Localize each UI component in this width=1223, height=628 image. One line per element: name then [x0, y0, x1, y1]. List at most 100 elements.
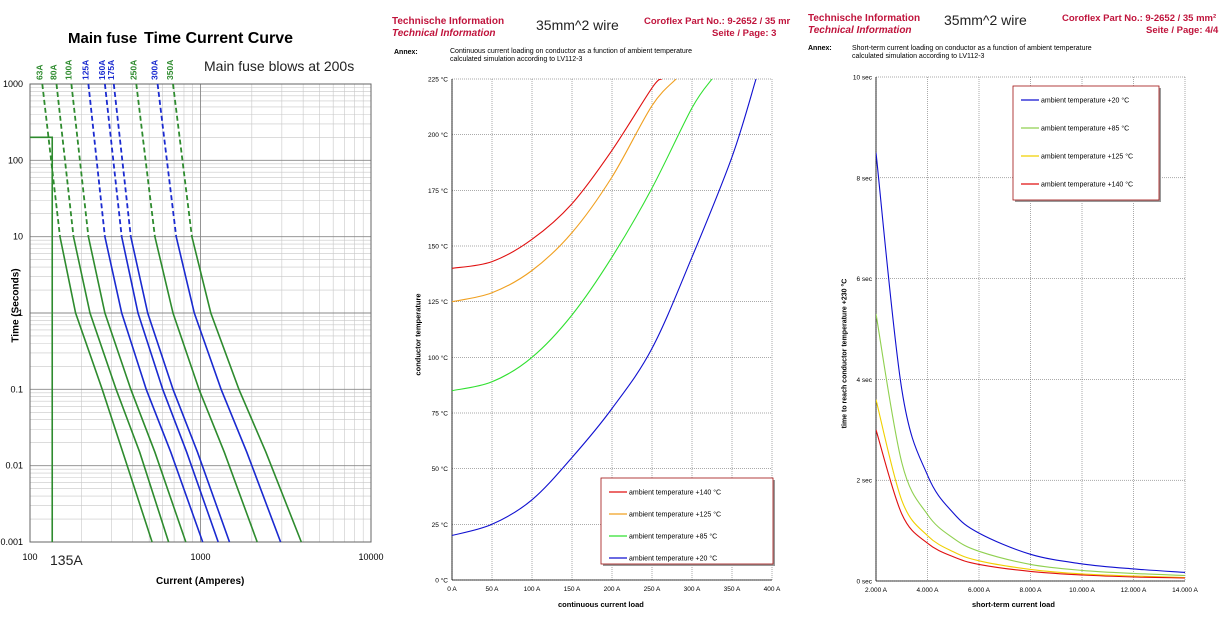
y-tick-label: 0.1	[10, 384, 23, 394]
fuse-curve-125A	[104, 236, 204, 543]
fuse-curve-dashed-125A	[87, 83, 106, 237]
fuse-curve-dashed-63A	[41, 83, 61, 237]
fuse-curve-300A	[175, 236, 282, 543]
series-line	[876, 152, 1185, 573]
plot-frame	[29, 83, 372, 543]
part-number: Coroflex Part No.: 9-2652 / 35 mr	[644, 16, 791, 27]
fuse-135a-note: 135A	[50, 552, 83, 568]
fuse-curve-dashed-160A	[104, 83, 123, 237]
continuous-load-plot: 0 A 50 A 100 A 150 A 200 A 250 A 300 A 350 A 400…	[428, 76, 781, 594]
y-tick-label: 1000	[3, 79, 23, 89]
y-tick-label: 100	[8, 155, 23, 165]
x-tick-label: 150 A	[564, 586, 581, 593]
fuse-curve-175A	[130, 236, 231, 543]
y-tick-label: 50 °C	[432, 465, 449, 473]
x-tick-label: 50 A	[485, 586, 499, 593]
y-tick-label: 6 sec	[856, 276, 872, 283]
fuse-rating-label: 80A	[49, 64, 59, 80]
fuse-curve-dashed-175A	[112, 83, 132, 237]
series-line	[452, 79, 713, 392]
fuse-rating-label: 350A	[165, 60, 175, 80]
y-tick-label: 175 °C	[428, 187, 448, 195]
fuse-rating-label: 175A	[106, 60, 116, 80]
fuse-chart-panel: Main fuse Time Current Curve Main fuse b…	[0, 0, 388, 628]
series-line	[452, 79, 662, 269]
y-tick-label: 75 °C	[432, 410, 449, 418]
legend-label: ambient temperature +85 °C	[1041, 125, 1129, 133]
y-tick-label: 0.01	[5, 461, 23, 471]
y-tick-label: 150 °C	[428, 243, 448, 251]
y-tick-label: 0 sec	[856, 579, 872, 586]
legend-label: ambient temperature +140 °C	[629, 489, 721, 497]
x-tick-label: 8.000 A	[1019, 587, 1042, 594]
series-line	[876, 399, 1185, 579]
annex-label: Annex:	[808, 45, 832, 52]
fuse-rating-label: 300A	[150, 60, 160, 80]
x-tick-label: 300 A	[684, 586, 701, 593]
fuse-curve-63A	[59, 236, 153, 543]
x-tick-label: 6.000 A	[968, 587, 991, 594]
x-tick-label: 1000	[190, 552, 210, 562]
y-tick-label: 25 °C	[432, 521, 449, 529]
y-tick-label: 4 sec	[856, 377, 872, 384]
y-tick-label: 10	[13, 232, 23, 242]
short-term-load-panel: Technische Information Technical Informa…	[798, 0, 1223, 628]
fuse-note: Main fuse blows at 200s	[204, 58, 355, 74]
page-number: Seite / Page: 3	[712, 28, 777, 39]
x-axis-label: Current (Amperes)	[156, 576, 245, 587]
y-tick-label: 200 °C	[428, 131, 448, 139]
legend-label: ambient temperature +20 °C	[629, 555, 717, 563]
x-tick-label: 100 A	[524, 586, 541, 593]
x-tick-label: 350 A	[724, 586, 741, 593]
wire-note: 35mm^2 wire	[944, 12, 1027, 28]
fuse-rating-label: 250A	[128, 60, 138, 80]
fuse-curve-dashed-300A	[156, 83, 178, 237]
chart-title-prefix: Main fuse	[68, 30, 138, 47]
y-tick-label: 8 sec	[856, 175, 872, 182]
x-tick-label: 14.000 A	[1172, 587, 1198, 594]
legend-label: ambient temperature +85 °C	[629, 533, 717, 541]
fuse-rating-label: 160A	[97, 60, 107, 80]
header-en: Technical Information	[808, 25, 912, 36]
series-line	[876, 429, 1185, 579]
legend-box	[1012, 85, 1160, 201]
legend-box	[600, 477, 774, 565]
series-line	[452, 79, 757, 537]
y-tick-label: 10 sec	[853, 75, 873, 82]
annex-line-2: calculated simulation according to LV112…	[450, 56, 583, 63]
x-axis-label: continuous current load	[558, 600, 644, 609]
x-tick-label: 10000	[358, 552, 383, 562]
x-tick-label: 250 A	[644, 586, 661, 593]
x-tick-label: 2.000 A	[865, 587, 888, 594]
fuse-curve-dashed-250A	[135, 83, 156, 237]
annex-label: Annex:	[394, 49, 418, 56]
fuse-curve-350A	[191, 236, 303, 543]
fuse-curve-80A	[72, 236, 170, 543]
fuse-rating-label: 63A	[34, 64, 44, 80]
x-tick-label: 10.000 A	[1069, 587, 1095, 594]
fuse-rating-label: 125A	[80, 60, 90, 80]
annex-line-1: Continuous current loading on conductor …	[450, 48, 693, 55]
continuous-load-panel: Technische Information Technical Informa…	[388, 0, 798, 628]
y-tick-label: 225 °C	[428, 76, 448, 84]
y-tick-label: 1	[18, 308, 23, 318]
chart-title: Time Current Curve	[144, 30, 294, 47]
legend-label: ambient temperature +125 °C	[629, 511, 721, 519]
x-axis-label: short-term current load	[972, 600, 1055, 609]
wire-note: 35mm^2 wire	[536, 17, 619, 33]
legend-label: ambient temperature +140 °C	[1041, 181, 1133, 189]
x-tick-label: 0 A	[447, 586, 457, 593]
y-tick-label: 2 sec	[856, 478, 872, 485]
y-tick-label: 0.001	[0, 537, 23, 547]
fuse-135a-line	[30, 136, 54, 542]
page-number: Seite / Page: 4/4	[1146, 25, 1219, 36]
y-tick-label: 0 °C	[435, 577, 448, 585]
header-de: Technische Information	[808, 13, 921, 24]
short-term-load-plot: 2.000 A 4.000 A 6.000 A 8.000 A 10.000 A 12.0…	[853, 75, 1199, 595]
series-line	[876, 313, 1185, 577]
x-tick-label: 400 A	[764, 586, 781, 593]
annex-line-2: calculated simulation according to LV112…	[852, 53, 985, 60]
fuse-curve-dashed-80A	[55, 83, 75, 237]
x-tick-label: 200 A	[604, 586, 621, 593]
series-line	[452, 79, 677, 303]
